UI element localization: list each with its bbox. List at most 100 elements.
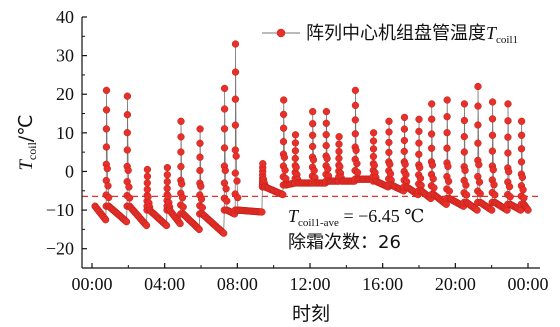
data-point (460, 148, 468, 156)
data-point (335, 140, 343, 148)
data-point (488, 98, 497, 106)
data-point (125, 194, 134, 202)
data-point (505, 183, 514, 191)
data-point (164, 192, 172, 200)
data-point (221, 166, 229, 175)
data-point (233, 177, 241, 185)
data-point (309, 156, 318, 164)
y-tick-label: 40 (56, 7, 74, 27)
data-series (91, 40, 532, 237)
x-axis-title: 时刻 (292, 303, 330, 325)
data-point (461, 166, 469, 175)
data-point (309, 107, 317, 116)
data-point (234, 193, 242, 202)
x-tick-label: 08:00 (217, 274, 258, 294)
data-point (475, 178, 484, 186)
data-point (519, 186, 527, 194)
data-point (402, 171, 410, 179)
data-point (400, 113, 409, 122)
data-point (520, 194, 528, 202)
data-point (490, 181, 498, 189)
data-point (124, 166, 132, 175)
data-point (385, 148, 393, 157)
legend: 阵列中心机组盘管温度Tcoil1 (262, 23, 518, 46)
data-point (179, 203, 187, 211)
data-point (429, 175, 437, 183)
data-point (474, 121, 482, 129)
data-point (231, 121, 240, 129)
data-point (176, 219, 184, 228)
data-point (163, 171, 171, 179)
y-tick-label: 30 (56, 46, 74, 66)
data-point (143, 172, 152, 181)
data-point (220, 105, 229, 113)
data-point (351, 130, 359, 138)
data-point (369, 129, 378, 137)
data-point (102, 86, 111, 95)
data-point (473, 206, 481, 214)
y-axis-title: Tcoil/℃ (15, 114, 39, 170)
data-point (281, 166, 289, 174)
data-point (443, 144, 451, 152)
data-point (491, 191, 499, 199)
data-point (322, 131, 330, 139)
data-point (415, 127, 423, 136)
data-point (123, 129, 131, 137)
defrost-count-annotation: 除霜次数：26 (288, 232, 401, 253)
data-point (460, 100, 469, 108)
data-point (370, 161, 378, 170)
data-point (428, 161, 437, 169)
data-point (428, 100, 436, 108)
data-point (143, 185, 151, 194)
data-point (232, 152, 240, 160)
data-point (351, 101, 360, 110)
data-point (101, 216, 110, 224)
data-point (335, 154, 343, 163)
data-point (291, 154, 299, 163)
data-point (178, 180, 186, 188)
data-point (143, 179, 151, 187)
data-point (220, 84, 229, 93)
data-point (443, 96, 451, 104)
data-point (223, 197, 231, 205)
data-point (504, 117, 512, 125)
x-tick-label: 00:00 (71, 274, 112, 294)
data-point (462, 191, 471, 199)
data-point (353, 168, 362, 177)
data-point (103, 164, 111, 173)
data-point (445, 187, 453, 195)
data-point (144, 193, 152, 201)
data-point (427, 130, 436, 138)
average-annotation: Tcoil1-ave = −6.45 ℃ (288, 206, 424, 229)
legend-label: 阵列中心机组盘管温度Tcoil1 (306, 23, 518, 46)
x-tick-label: 20:00 (435, 274, 476, 294)
data-point (474, 82, 482, 91)
data-point (163, 163, 172, 172)
data-point (335, 147, 343, 156)
data-point (524, 206, 532, 214)
legend-marker (276, 28, 286, 38)
data-point (369, 137, 378, 145)
data-point (125, 183, 133, 191)
data-point (196, 139, 204, 147)
data-point (336, 163, 344, 171)
data-point (177, 148, 185, 156)
data-point (400, 136, 409, 145)
data-point (279, 124, 288, 132)
data-point (415, 115, 423, 123)
data-point (488, 115, 497, 123)
x-tick-label: 16:00 (362, 274, 403, 294)
x-tick-label: 12:00 (289, 274, 330, 294)
data-point (122, 218, 131, 226)
data-point (415, 139, 423, 147)
data-point (430, 184, 438, 192)
data-point (517, 117, 526, 125)
data-point (178, 194, 187, 202)
data-point (104, 182, 112, 190)
data-point (220, 125, 229, 133)
data-point (231, 40, 240, 48)
data-point (123, 92, 132, 100)
data-point (460, 132, 468, 141)
data-point (279, 110, 288, 119)
data-point (162, 221, 171, 230)
